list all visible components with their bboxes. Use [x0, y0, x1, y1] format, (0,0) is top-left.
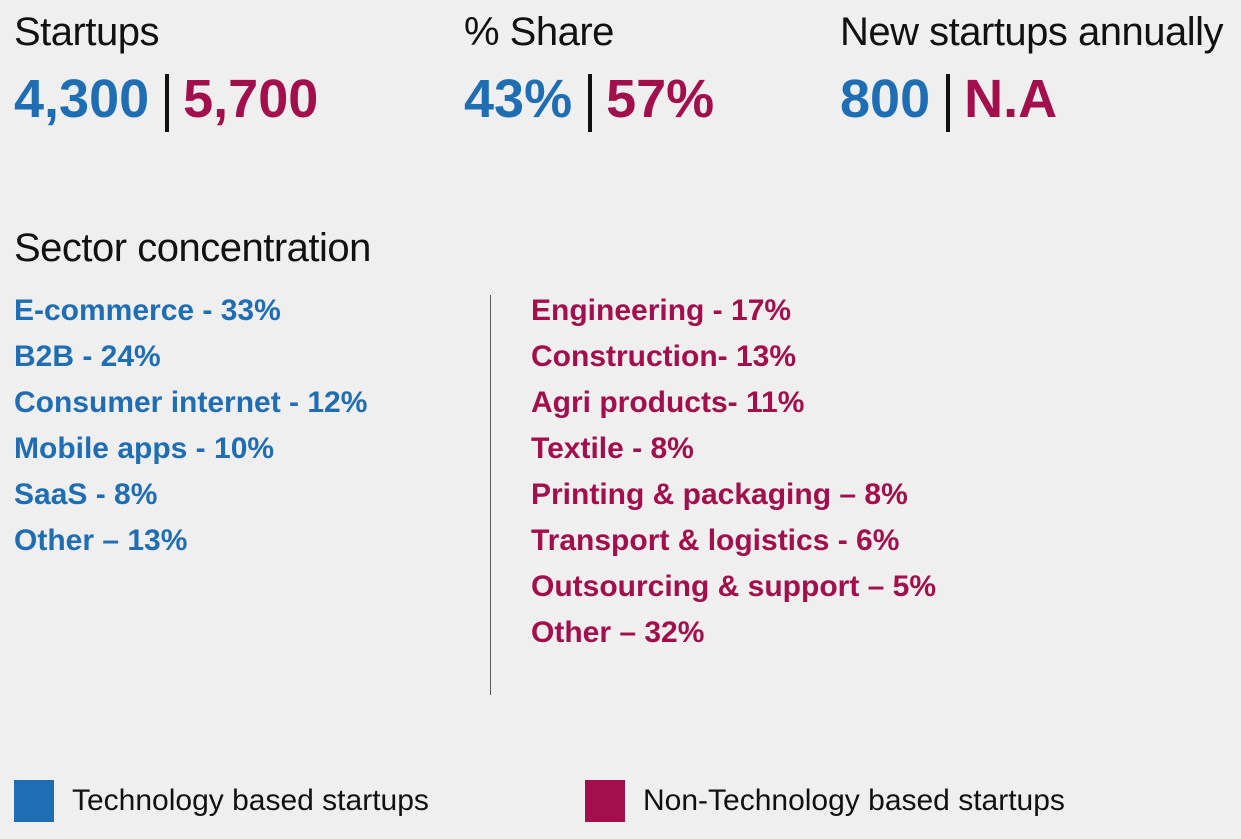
legend-nontech: Non-Technology based startups	[585, 780, 1065, 822]
stat-values: 43% 57%	[464, 69, 715, 132]
sector-item: SaaS - 8%	[14, 478, 158, 511]
nontech-sector-list: Engineering - 17% Construction- 13% Agri…	[531, 288, 936, 656]
tech-value: 43%	[464, 69, 573, 129]
stat-label: Startups	[14, 10, 159, 54]
sector-item: E-commerce - 33%	[14, 294, 281, 327]
sector-item: Other – 13%	[14, 524, 188, 557]
stat-startups: Startups 4,300 5,700	[14, 8, 319, 132]
stat-new-startups: New startups annually 800 N.A	[840, 8, 1224, 132]
sector-item: Transport & logistics - 6%	[531, 524, 900, 557]
tech-value: 4,300	[14, 69, 150, 129]
nontech-value: N.A	[964, 69, 1058, 129]
sector-item: Other – 32%	[531, 616, 705, 649]
stat-values: 800 N.A	[840, 69, 1223, 132]
value-separator	[588, 74, 593, 132]
sector-item: B2B - 24%	[14, 340, 161, 373]
stat-values: 4,300 5,700	[14, 69, 319, 132]
sector-title: Sector concentration	[14, 226, 371, 270]
sector-item: Engineering - 17%	[531, 294, 792, 327]
stat-label: % Share	[464, 10, 614, 54]
nontech-value: 57%	[606, 69, 715, 129]
stat-label: New startups annually	[840, 10, 1224, 54]
column-divider	[490, 295, 491, 695]
sector-item: Outsourcing & support – 5%	[531, 570, 937, 603]
nontech-swatch	[585, 780, 625, 822]
legend-tech: Technology based startups	[14, 780, 429, 822]
sector-item: Agri products- 11%	[531, 386, 805, 419]
sector-item: Consumer internet - 12%	[14, 386, 368, 419]
tech-sector-list: E-commerce - 33% B2B - 24% Consumer inte…	[14, 288, 367, 564]
sector-item: Construction- 13%	[531, 340, 797, 373]
sector-item: Mobile apps - 10%	[14, 432, 275, 465]
stat-share: % Share 43% 57%	[464, 8, 715, 132]
legend-label: Technology based startups	[72, 784, 429, 817]
legend-label: Non-Technology based startups	[643, 784, 1065, 817]
nontech-value: 5,700	[183, 69, 319, 129]
tech-swatch	[14, 780, 54, 822]
value-separator	[946, 74, 951, 132]
sector-item: Printing & packaging – 8%	[531, 478, 908, 511]
sector-item: Textile - 8%	[531, 432, 694, 465]
tech-value: 800	[840, 69, 931, 129]
value-separator	[165, 74, 170, 132]
